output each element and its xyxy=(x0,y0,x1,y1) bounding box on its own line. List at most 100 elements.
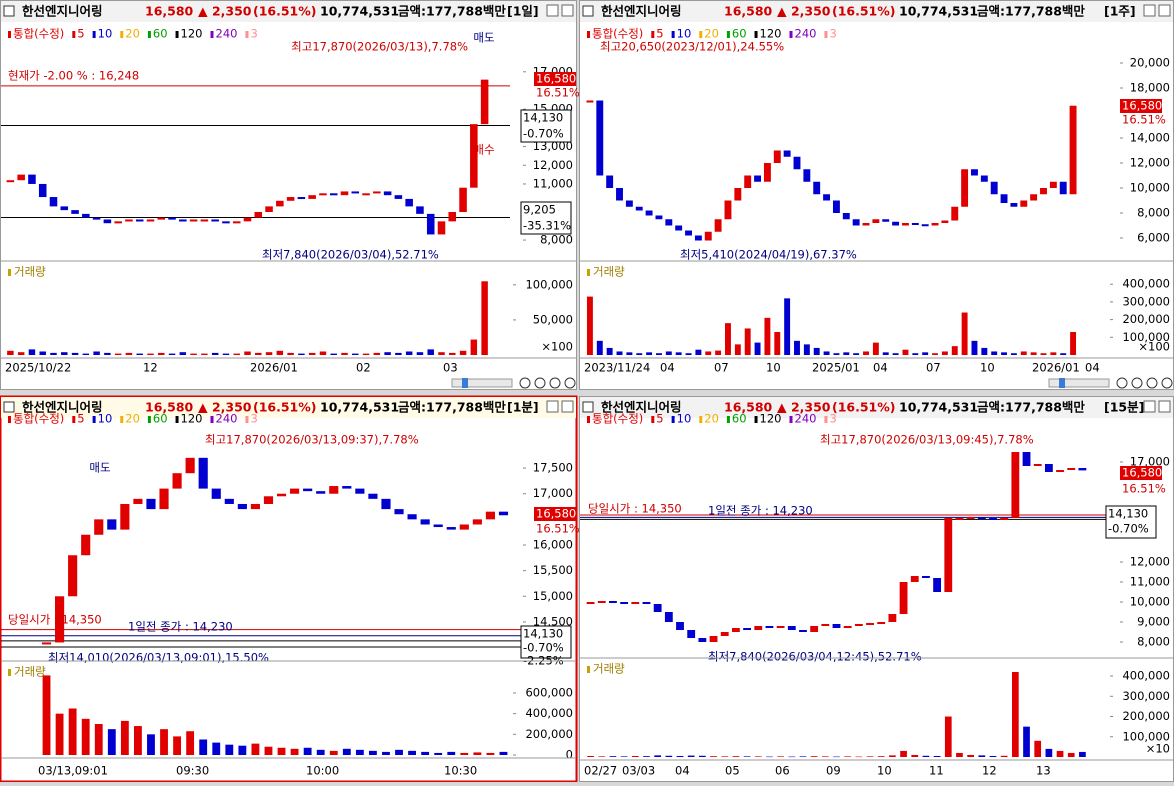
volume-bar xyxy=(329,750,338,755)
zoom-button[interactable] xyxy=(534,377,546,389)
candle xyxy=(498,511,509,516)
header-volume: 10,774,531 xyxy=(899,4,978,19)
scrollbar[interactable] xyxy=(451,378,513,388)
volume-bar xyxy=(125,352,133,355)
volume-bar xyxy=(981,347,988,355)
candle xyxy=(787,626,796,630)
volume-bar xyxy=(212,742,221,755)
header-volume: 10,774,531 xyxy=(320,400,399,415)
x-tick-label: 11 xyxy=(929,764,944,778)
zoom-button[interactable] xyxy=(1146,377,1158,389)
scrollbar[interactable] xyxy=(1048,378,1110,388)
zoom-button[interactable] xyxy=(549,377,561,389)
candle xyxy=(980,175,988,182)
volume-bar xyxy=(833,756,840,758)
legend-swatch xyxy=(92,416,96,423)
y-tick-label: 12,000 xyxy=(533,158,573,172)
y-tick-label: 400,000 xyxy=(525,706,573,720)
volume-bar xyxy=(319,351,327,355)
y-tick-label: 15,000 xyxy=(533,589,573,603)
candle xyxy=(763,163,771,182)
zoom-button[interactable] xyxy=(564,377,576,389)
candle xyxy=(60,206,69,211)
zoom-button[interactable] xyxy=(1131,377,1143,389)
candle xyxy=(1011,452,1020,518)
window-button[interactable] xyxy=(561,400,574,413)
volume-unit: ×100 xyxy=(1138,340,1170,354)
candle xyxy=(107,519,117,530)
window-button[interactable] xyxy=(561,4,574,17)
price-tag: -0.70% xyxy=(523,641,564,655)
candle xyxy=(28,174,36,184)
window-button[interactable] xyxy=(1143,4,1156,17)
volume-bar xyxy=(28,349,36,355)
header-price: 16,580 xyxy=(145,400,194,415)
volume-bar xyxy=(199,739,208,755)
price-tag: 16,580 xyxy=(536,72,576,86)
scroll-thumb[interactable] xyxy=(1059,378,1065,388)
candle xyxy=(866,623,874,625)
volume-bar xyxy=(355,749,364,755)
price-tag: 16,580 xyxy=(1122,466,1162,480)
window-button[interactable] xyxy=(1143,400,1156,413)
scroll-thumb[interactable] xyxy=(462,378,468,388)
volume-bar xyxy=(587,755,594,757)
window-button[interactable] xyxy=(1158,400,1171,413)
checkbox[interactable] xyxy=(3,401,15,413)
legend-label: 10 xyxy=(677,412,692,426)
candle xyxy=(146,498,156,510)
zoom-button[interactable] xyxy=(1161,377,1173,389)
y-tick-label: 200,000 xyxy=(525,727,573,741)
volume-bar xyxy=(341,352,348,355)
candle xyxy=(977,517,986,519)
candle xyxy=(286,197,295,201)
volume-bar xyxy=(821,756,829,757)
legend-label: 통합(수정) xyxy=(13,412,64,426)
candle xyxy=(1056,470,1064,472)
x-tick-label: 07 xyxy=(926,361,941,375)
x-tick-label: 13 xyxy=(1036,764,1051,778)
candle xyxy=(813,181,821,195)
candle xyxy=(1000,518,1009,520)
checkbox[interactable] xyxy=(582,5,594,17)
candle xyxy=(832,200,840,213)
y-tick-label: 100,000 xyxy=(1122,330,1170,344)
volume-bar xyxy=(823,351,830,355)
candle xyxy=(921,224,929,227)
window-button[interactable] xyxy=(546,400,559,413)
candle xyxy=(340,191,349,196)
candle xyxy=(420,519,430,525)
candle xyxy=(1044,464,1053,472)
volume-bar xyxy=(39,351,46,355)
volume-bar xyxy=(643,756,650,757)
volume-bar xyxy=(855,756,863,758)
volume-bar xyxy=(754,342,761,355)
x-tick-label: 09 xyxy=(826,764,841,778)
volume-bar xyxy=(766,756,773,758)
checkbox[interactable] xyxy=(582,401,594,413)
checkbox[interactable] xyxy=(3,5,15,17)
candle xyxy=(437,221,446,235)
legend-swatch xyxy=(245,416,249,423)
zoom-button[interactable] xyxy=(1116,377,1128,389)
legend-swatch xyxy=(699,31,703,38)
candle xyxy=(222,221,230,224)
legend-label: 60 xyxy=(153,27,168,41)
y-tick-label: 6,000 xyxy=(1137,231,1170,245)
candle xyxy=(81,534,91,556)
volume-bar xyxy=(71,352,79,355)
volume-bar xyxy=(734,344,741,355)
price-tag: 16,580 xyxy=(1122,99,1162,113)
candle xyxy=(433,524,443,528)
volume-bar xyxy=(290,748,299,755)
price-tag-box xyxy=(1105,505,1157,539)
window-button[interactable] xyxy=(546,4,559,17)
zoom-button[interactable] xyxy=(519,377,531,389)
volume-bar xyxy=(277,747,286,755)
window-button[interactable] xyxy=(1158,4,1171,17)
price-tag: -0.70% xyxy=(523,127,564,141)
volume-bar xyxy=(699,755,706,757)
candle xyxy=(480,79,489,125)
header-period: [1일] xyxy=(507,4,539,19)
